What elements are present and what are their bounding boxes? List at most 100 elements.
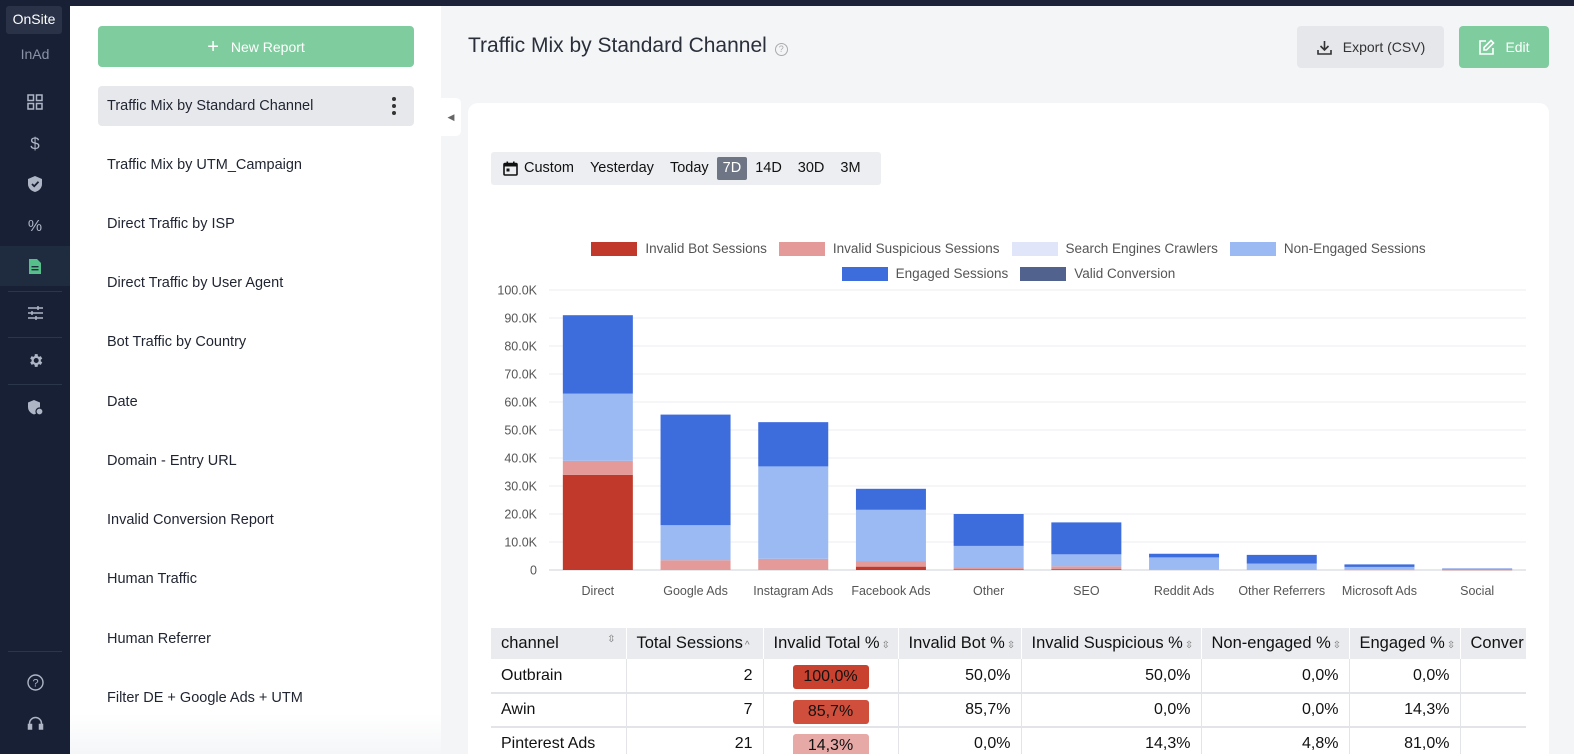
- help-icon[interactable]: ?: [0, 662, 70, 702]
- bar-segment[interactable]: [758, 422, 829, 467]
- bar-segment[interactable]: [855, 561, 926, 567]
- shield-gear-icon[interactable]: [0, 387, 70, 427]
- column-header[interactable]: Invalid Total % ⇳: [763, 628, 899, 659]
- help-icon[interactable]: ?: [774, 42, 788, 56]
- bar-segment[interactable]: [855, 509, 926, 562]
- table-row[interactable]: Awin 7 85,7% 85,7% 0,0% 0,0% 14,3%: [491, 693, 1526, 728]
- sort-icon[interactable]: ⇳: [881, 640, 890, 651]
- sliders-icon[interactable]: [0, 293, 70, 333]
- bar-segment[interactable]: [855, 488, 926, 510]
- bar-segment[interactable]: [1442, 569, 1513, 571]
- legend-item[interactable]: Valid Conversion: [1020, 266, 1175, 281]
- range-option-30d[interactable]: 30D: [797, 160, 825, 176]
- export-csv-button[interactable]: Export (CSV): [1297, 26, 1444, 68]
- bar-segment[interactable]: [1149, 553, 1220, 558]
- gear-icon[interactable]: [0, 340, 70, 380]
- column-header[interactable]: Invalid Suspicious % ⇳: [1021, 628, 1202, 659]
- bar-segment[interactable]: [1051, 554, 1122, 567]
- bar-segment[interactable]: [660, 560, 731, 570]
- legend-item[interactable]: Invalid Suspicious Sessions: [778, 241, 1000, 256]
- bar-segment[interactable]: [660, 525, 731, 561]
- bar-segment[interactable]: [1051, 522, 1122, 555]
- bar-segment[interactable]: [1051, 566, 1122, 570]
- report-item[interactable]: Direct Traffic by User Agent: [98, 263, 414, 303]
- scroll-fade: [70, 714, 441, 754]
- bar-segment[interactable]: [953, 567, 1024, 570]
- range-option-today[interactable]: Today: [669, 160, 709, 176]
- column-header[interactable]: Invalid Bot % ⇳: [898, 628, 1022, 659]
- range-option-custom[interactable]: Custom: [503, 157, 582, 180]
- bar-segment[interactable]: [1442, 569, 1513, 570]
- report-item[interactable]: Human Referrer: [98, 619, 414, 659]
- invalid-total-badge: 85,7%: [792, 699, 869, 724]
- bar-segment[interactable]: [562, 393, 633, 461]
- report-item[interactable]: Invalid Conversion Report: [98, 500, 414, 540]
- kebab-menu-icon[interactable]: [392, 97, 396, 115]
- range-option-yesterday[interactable]: Yesterday: [589, 160, 654, 176]
- bar-segment[interactable]: [1246, 554, 1317, 564]
- tab-onsite[interactable]: OnSite: [6, 6, 62, 34]
- bar-segment[interactable]: [953, 514, 1024, 546]
- sort-icon[interactable]: ⇳: [1446, 640, 1456, 651]
- column-header[interactable]: Engaged % ⇳: [1349, 628, 1461, 659]
- column-header[interactable]: Total Sessions ^: [626, 628, 764, 659]
- range-option-3m[interactable]: 3M: [840, 160, 861, 176]
- grid-icon[interactable]: [0, 82, 70, 122]
- tab-inad[interactable]: InAd: [20, 46, 50, 62]
- legend-item[interactable]: Non-Engaged Sessions: [1229, 241, 1426, 256]
- bar-segment[interactable]: [562, 315, 633, 394]
- legend-item[interactable]: Invalid Bot Sessions: [591, 241, 767, 256]
- edit-button[interactable]: Edit: [1459, 26, 1549, 68]
- table-row[interactable]: Pinterest Ads 21 14,3% 0,0% 14,3% 4,8% 8…: [491, 727, 1526, 754]
- svg-text:$: $: [30, 134, 40, 152]
- bar-segment[interactable]: [660, 414, 731, 526]
- edit-label: Edit: [1505, 39, 1530, 55]
- percent-icon[interactable]: %: [0, 205, 70, 245]
- legend-item[interactable]: Search Engines Crawlers: [1011, 241, 1218, 256]
- collapse-sidebar-button[interactable]: ◀: [441, 98, 461, 136]
- bar-segment[interactable]: [562, 474, 633, 570]
- bar-segment[interactable]: [1442, 568, 1513, 570]
- bar-segment[interactable]: [953, 545, 1024, 568]
- column-header[interactable]: Conver: [1460, 628, 1526, 659]
- bar-segment[interactable]: [758, 466, 829, 559]
- table-row[interactable]: Outbrain 2 100,0% 50,0% 50,0% 0,0% 0,0%: [491, 659, 1526, 694]
- column-header[interactable]: Non-engaged % ⇳: [1201, 628, 1350, 659]
- report-item[interactable]: Human Traffic: [98, 559, 414, 599]
- bar-segment[interactable]: [1344, 564, 1415, 567]
- column-header[interactable]: channel ⇳: [491, 628, 627, 659]
- report-item[interactable]: Direct Traffic by ISP: [98, 204, 414, 244]
- bar-segment[interactable]: [1149, 569, 1220, 570]
- report-item[interactable]: Domain - Entry URL: [98, 441, 414, 481]
- sort-icon[interactable]: ⇳: [1332, 640, 1342, 651]
- bar-segment[interactable]: [1246, 569, 1317, 570]
- range-option-7d[interactable]: 7D: [716, 157, 748, 180]
- new-report-button[interactable]: + New Report: [98, 26, 414, 67]
- support-icon[interactable]: [0, 703, 70, 743]
- range-option-14d[interactable]: 14D: [755, 160, 782, 176]
- sort-icon[interactable]: ⇳: [1006, 640, 1016, 651]
- report-item[interactable]: Date: [98, 382, 414, 422]
- report-item[interactable]: Bot Traffic by Country: [98, 322, 414, 362]
- bar-segment[interactable]: [1344, 569, 1415, 571]
- bar-segment[interactable]: [1246, 563, 1317, 570]
- bar-segment[interactable]: [562, 460, 633, 475]
- bar-segment[interactable]: [1442, 568, 1513, 570]
- bar-segment[interactable]: [758, 558, 829, 570]
- shield-check-icon[interactable]: [0, 164, 70, 204]
- bar-segment[interactable]: [1149, 557, 1220, 570]
- report-item[interactable]: Traffic Mix by Standard Channel: [98, 86, 414, 126]
- sort-asc-icon[interactable]: ^: [744, 640, 750, 651]
- sort-icon[interactable]: ⇳: [607, 634, 616, 645]
- report-item[interactable]: Traffic Mix by UTM_Campaign: [98, 145, 414, 185]
- bar-segment[interactable]: [855, 566, 926, 570]
- bar-segment[interactable]: [1051, 569, 1122, 570]
- cell-engaged: 0,0%: [1349, 659, 1461, 694]
- bar-segment[interactable]: [953, 569, 1024, 570]
- report-item[interactable]: Filter DE + Google Ads + UTM: [98, 678, 414, 718]
- dollar-icon[interactable]: $: [0, 123, 70, 163]
- sort-icon[interactable]: ⇳: [1184, 640, 1194, 651]
- legend-item[interactable]: Engaged Sessions: [841, 266, 1008, 281]
- bar-segment[interactable]: [1344, 566, 1415, 570]
- document-icon[interactable]: [0, 246, 70, 286]
